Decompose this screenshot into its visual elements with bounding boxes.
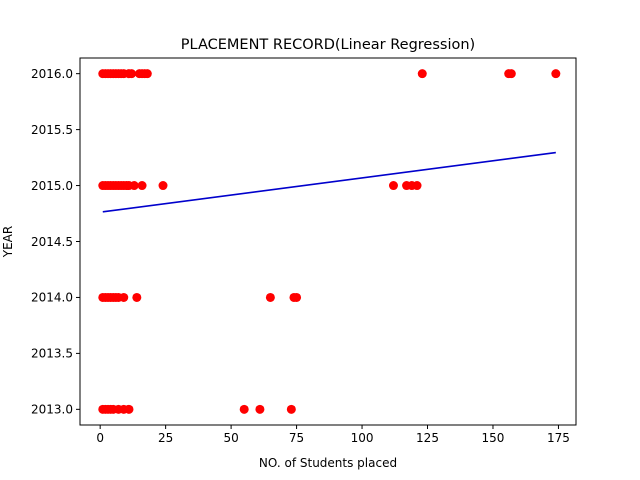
data-point — [412, 181, 422, 191]
data-point — [142, 69, 152, 79]
data-point — [292, 292, 302, 302]
data-point — [286, 404, 296, 414]
x-tick-label: 175 — [547, 431, 570, 445]
y-axis: 2013.0 2013.5 2014.0 2014.5 2015.0 2015.5 2016… — [31, 67, 80, 417]
data-point — [551, 69, 561, 79]
x-axis: 0 25 50 75 100 125 150 175 — [96, 425, 570, 445]
data-point — [119, 292, 129, 302]
x-tick-label: 25 — [158, 431, 173, 445]
x-tick-label: 150 — [482, 431, 505, 445]
data-point — [506, 69, 516, 79]
data-point — [255, 404, 265, 414]
y-tick-label: 2014.0 — [31, 291, 73, 305]
data-point — [124, 404, 134, 414]
data-point — [158, 181, 168, 191]
y-tick-label: 2013.0 — [31, 403, 73, 417]
plot-area — [98, 69, 561, 414]
x-tick-label: 75 — [289, 431, 304, 445]
y-tick-label: 2016.0 — [31, 67, 73, 81]
x-tick-label: 125 — [416, 431, 439, 445]
y-axis-label: YEAR — [1, 226, 15, 258]
data-point — [417, 69, 427, 79]
x-tick-label: 100 — [351, 431, 374, 445]
data-point — [137, 181, 147, 191]
y-tick-label: 2014.5 — [31, 235, 73, 249]
data-point — [127, 69, 137, 79]
y-tick-label: 2015.0 — [31, 179, 73, 193]
x-tick-label: 50 — [223, 431, 238, 445]
axes-frame — [79, 57, 577, 426]
x-axis-label: NO. of Students placed — [259, 456, 397, 470]
regression-line — [102, 151, 556, 213]
y-tick-label: 2015.5 — [31, 123, 73, 137]
data-point — [129, 181, 139, 191]
data-point — [239, 404, 249, 414]
y-tick-label: 2013.5 — [31, 347, 73, 361]
x-tick-label: 0 — [96, 431, 104, 445]
chart-title: PLACEMENT RECORD(Linear Regression) — [181, 37, 475, 53]
data-point — [265, 292, 275, 302]
data-point — [132, 292, 142, 302]
data-point — [388, 181, 398, 191]
